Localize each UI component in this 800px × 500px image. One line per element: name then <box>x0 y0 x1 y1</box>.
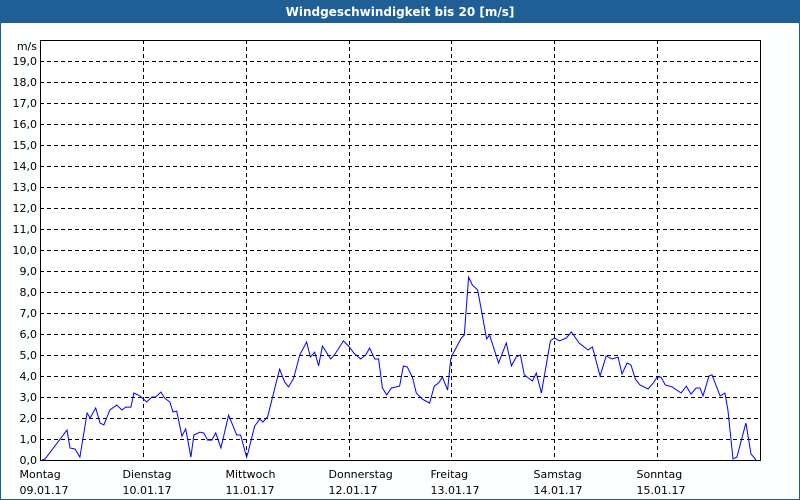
y-tick-label: 18,0 <box>13 76 38 89</box>
y-tick-label: 17,0 <box>13 97 38 110</box>
y-tick-label: 1,0 <box>20 433 38 446</box>
x-tick-day: Sonntag <box>637 468 683 481</box>
x-tick-day: Donnerstag <box>329 468 393 481</box>
y-tick-label: 9,0 <box>20 265 38 278</box>
y-tick-label: 2,0 <box>20 412 38 425</box>
y-tick-label: 16,0 <box>13 118 38 131</box>
x-tick-date: 09.01.17 <box>20 484 69 497</box>
plot-border <box>40 40 761 461</box>
y-tick-label: 4,0 <box>20 370 38 383</box>
x-tick-date: 11.01.17 <box>226 484 275 497</box>
y-tick-label: 19,0 <box>13 55 38 68</box>
y-tick-label: 12,0 <box>13 202 38 215</box>
y-tick-label: 15,0 <box>13 139 38 152</box>
x-tick-date: 15.01.17 <box>637 484 686 497</box>
x-tick-day: Dienstag <box>123 468 172 481</box>
y-tick-label: 11,0 <box>13 223 38 236</box>
y-axis-unit: m/s <box>17 40 37 53</box>
y-tick-label: 10,0 <box>13 244 38 257</box>
y-tick-label: 14,0 <box>13 160 38 173</box>
x-tick-date: 13.01.17 <box>431 484 480 497</box>
x-tick-day: Montag <box>20 468 61 481</box>
x-tick-day: Mittwoch <box>226 468 276 481</box>
y-tick-label: 13,0 <box>13 181 38 194</box>
x-tick-day: Samstag <box>534 468 582 481</box>
wind-speed-line <box>41 275 757 461</box>
y-tick-label: 5,0 <box>20 349 38 362</box>
y-tick-label: 6,0 <box>20 328 38 341</box>
y-tick-label: 0,0 <box>20 454 38 467</box>
x-tick-date: 12.01.17 <box>329 484 378 497</box>
x-tick-date: 10.01.17 <box>123 484 172 497</box>
x-tick-date: 14.01.17 <box>534 484 583 497</box>
y-tick-label: 7,0 <box>20 307 38 320</box>
x-tick-day: Freitag <box>431 468 469 481</box>
y-tick-label: 8,0 <box>20 286 38 299</box>
chart-title: Windgeschwindigkeit bis 20 [m/s] <box>1 1 799 23</box>
y-tick-label: 3,0 <box>20 391 38 404</box>
